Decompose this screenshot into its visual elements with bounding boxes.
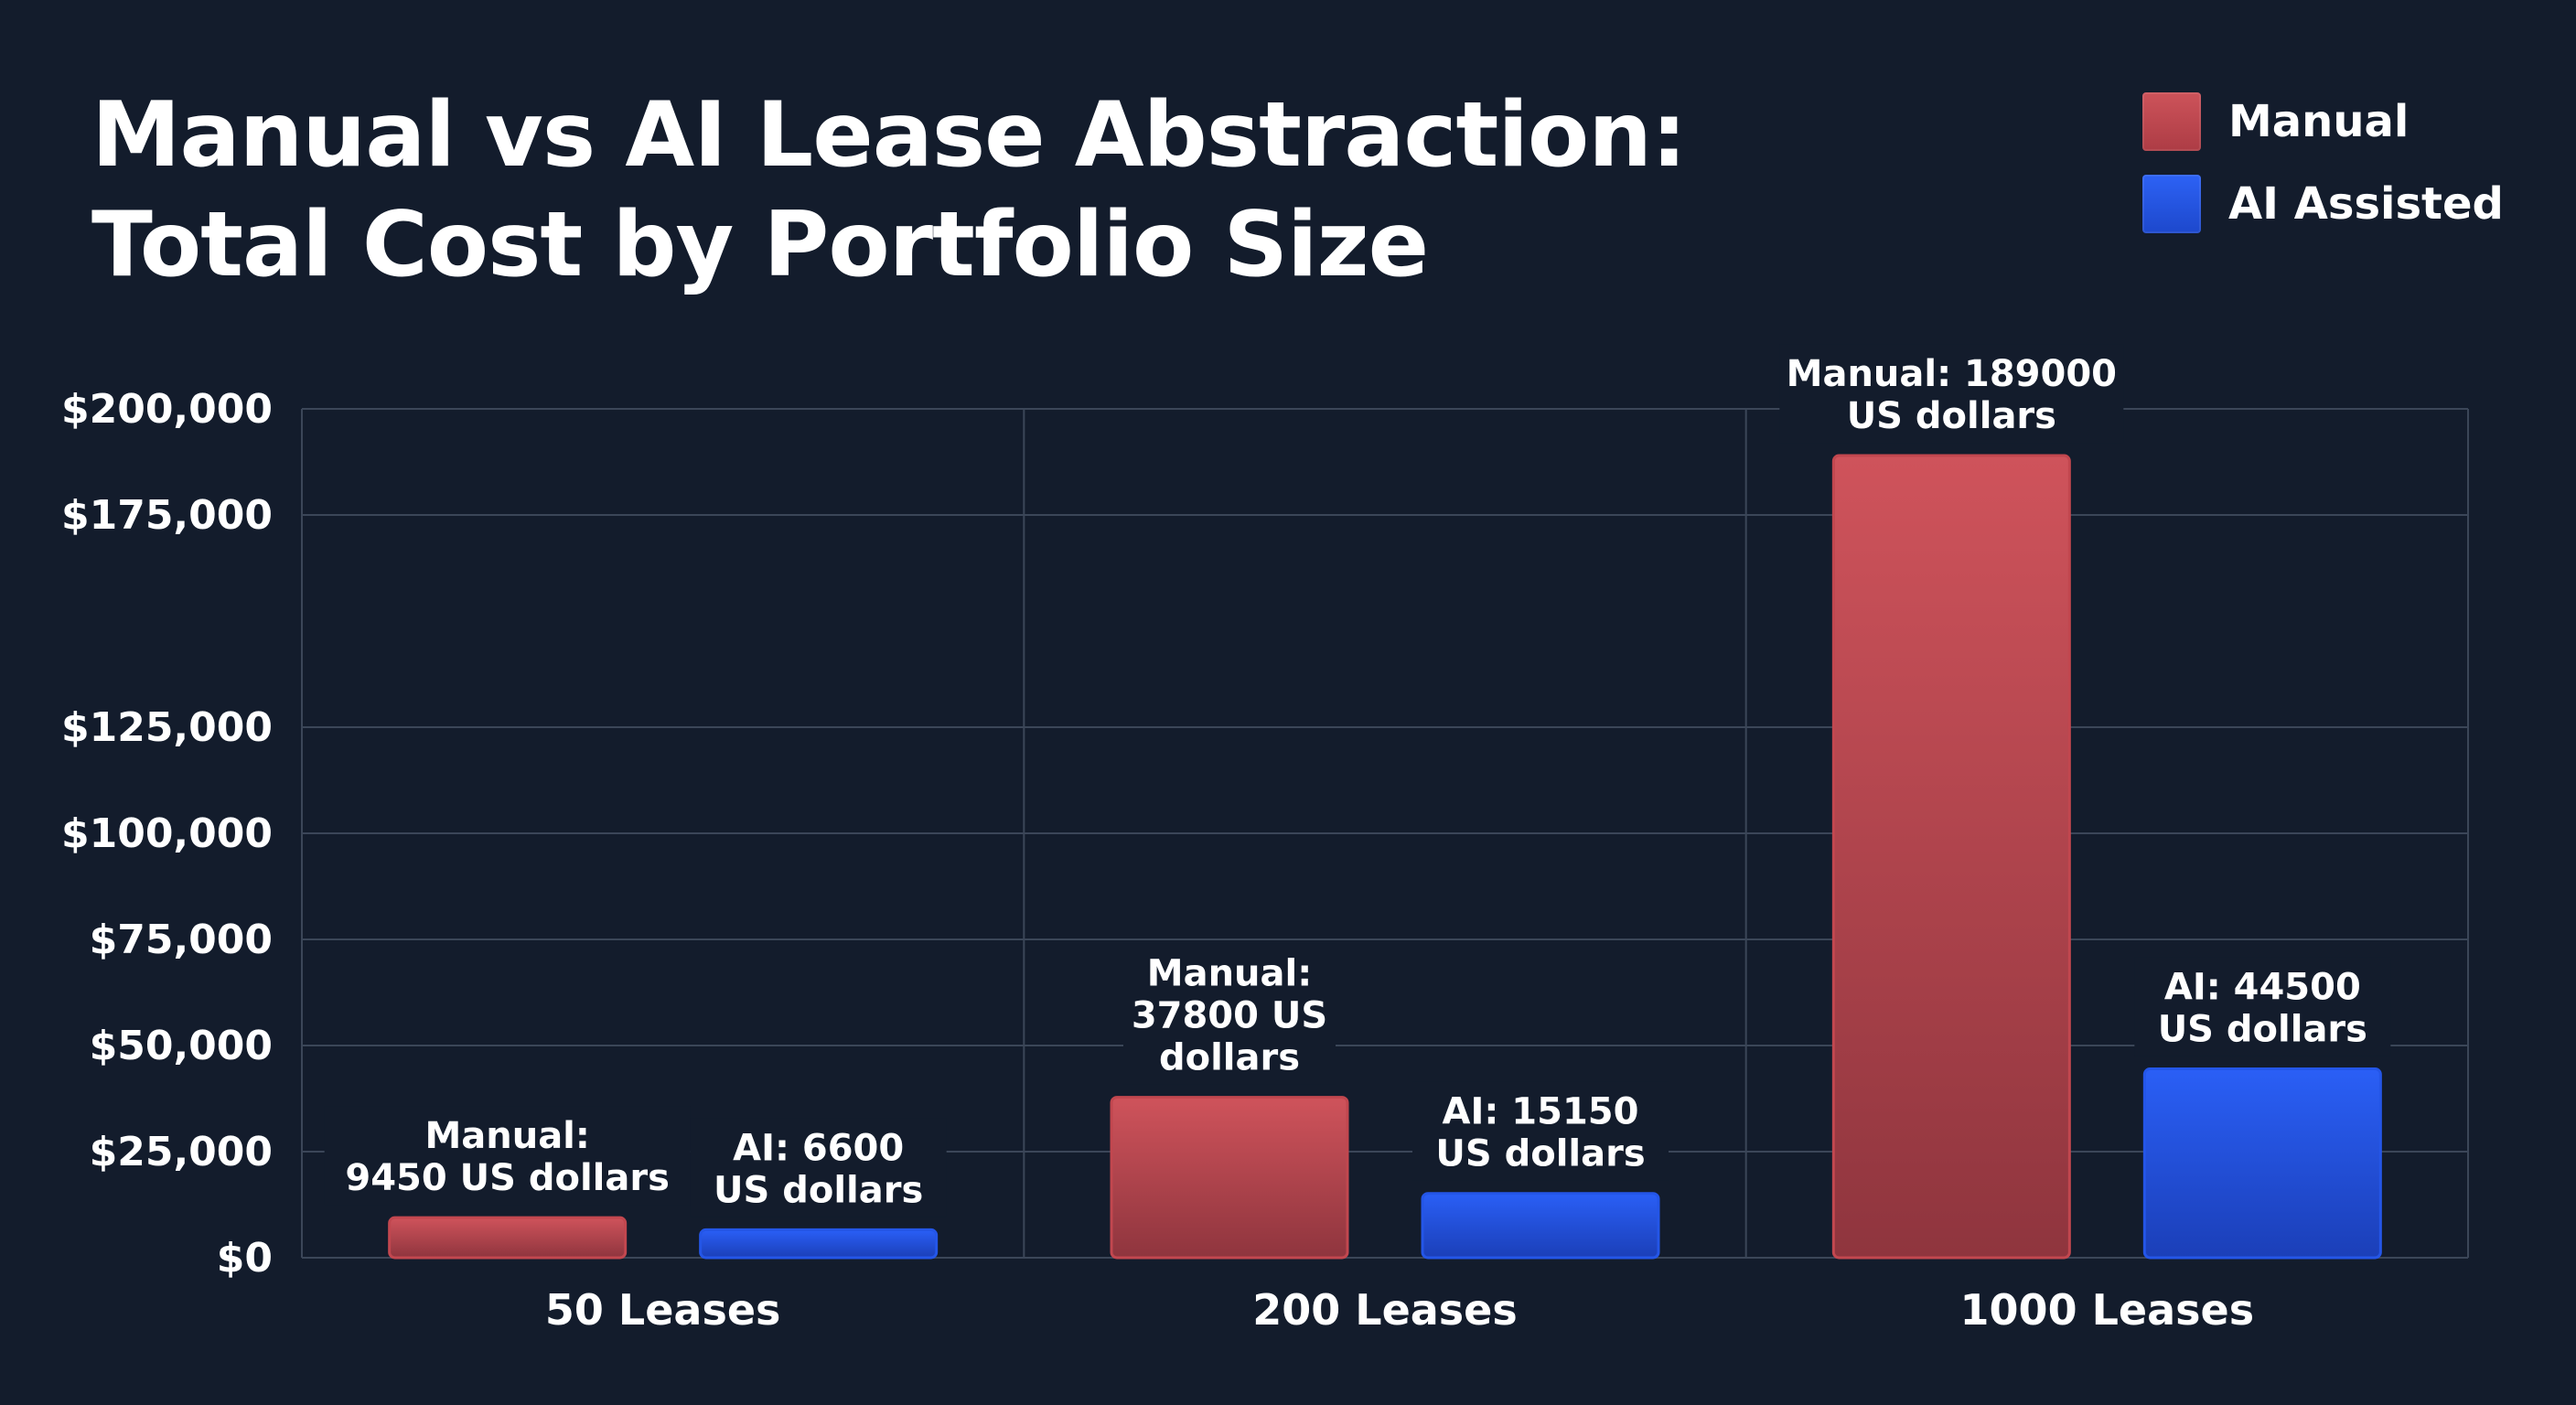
chart-title-line-1: Manual vs AI Lease Abstraction: — [91, 83, 1687, 188]
y-tick-label: $125,000 — [61, 704, 273, 751]
data-label-ai-assisted: AI: 15150 US dollars — [1435, 1091, 1645, 1175]
y-tick-label: $175,000 — [61, 492, 273, 539]
y-tick-label: $0 — [217, 1235, 273, 1282]
data-label-line: 9450 US dollars — [345, 1157, 670, 1199]
data-label-line: AI: 15150 — [1443, 1091, 1639, 1133]
legend-label-manual: Manual — [2228, 96, 2410, 147]
legend-label-ai-assisted: AI Assisted — [2228, 178, 2504, 230]
data-label-line: 37800 US — [1132, 995, 1327, 1037]
data-label-line: US dollars — [1847, 395, 2056, 437]
chart-legend: Manual AI Assisted — [2142, 91, 2504, 256]
bar-ai-assisted — [2142, 1067, 2382, 1260]
bar-manual — [1110, 1096, 1349, 1260]
chart-title: Manual vs AI Lease Abstraction: Total Co… — [91, 80, 1687, 300]
bar-manual — [1831, 454, 2071, 1260]
data-label-background — [1779, 344, 2124, 444]
data-label-manual: Manual: 9450 US dollars — [345, 1115, 670, 1199]
data-label-background — [1123, 943, 1336, 1085]
data-label-line: US dollars — [714, 1169, 923, 1211]
bar-ai-assisted — [699, 1228, 939, 1260]
bars — [388, 454, 2382, 1260]
x-tick-label: 200 Leases — [1252, 1285, 1518, 1335]
data-label-ai-assisted: AI: 44500 US dollars — [2158, 967, 2367, 1051]
grid-lines — [301, 408, 2469, 1259]
legend-swatch-ai-assisted — [2142, 175, 2201, 233]
y-tick-label: $200,000 — [61, 386, 273, 433]
x-tick-label: 1000 Leases — [1960, 1285, 2255, 1335]
axis-labels: $200,000 $175,000 $125,000 $100,000 $75,000 $… — [61, 386, 2254, 1335]
bar-manual — [388, 1216, 628, 1260]
legend-item-manual: Manual — [2142, 91, 2504, 152]
data-label-line: US dollars — [1435, 1133, 1645, 1175]
data-label-background — [2134, 957, 2391, 1056]
data-label-background — [690, 1118, 947, 1217]
data-label-line: Manual: — [1147, 953, 1312, 995]
y-tick-label: $25,000 — [90, 1129, 273, 1175]
data-label-background — [324, 1106, 691, 1206]
x-tick-label: 50 Leases — [545, 1285, 781, 1335]
y-tick-label: $50,000 — [90, 1023, 273, 1069]
data-label-line: US dollars — [2158, 1009, 2367, 1051]
data-label-line: Manual: 189000 — [1787, 353, 2117, 395]
data-label-line: Manual: — [424, 1115, 589, 1157]
data-label-manual: Manual: 37800 US dollars — [1132, 953, 1327, 1079]
data-label-background — [1412, 1081, 1669, 1181]
data-label-line: AI: 44500 — [2164, 967, 2361, 1009]
legend-swatch-manual — [2142, 92, 2201, 151]
bar-ai-assisted — [1421, 1192, 1660, 1260]
data-label-line: AI: 6600 — [733, 1127, 904, 1169]
data-label-line: dollars — [1159, 1037, 1300, 1079]
y-tick-label: $75,000 — [90, 917, 273, 963]
data-label-ai-assisted: AI: 6600 US dollars — [714, 1127, 923, 1211]
legend-item-ai-assisted: AI Assisted — [2142, 174, 2504, 234]
y-tick-label: $100,000 — [61, 810, 273, 857]
chart-title-line-2: Total Cost by Portfolio Size — [91, 193, 1429, 297]
data-label-manual: Manual: 189000 US dollars — [1787, 353, 2117, 437]
